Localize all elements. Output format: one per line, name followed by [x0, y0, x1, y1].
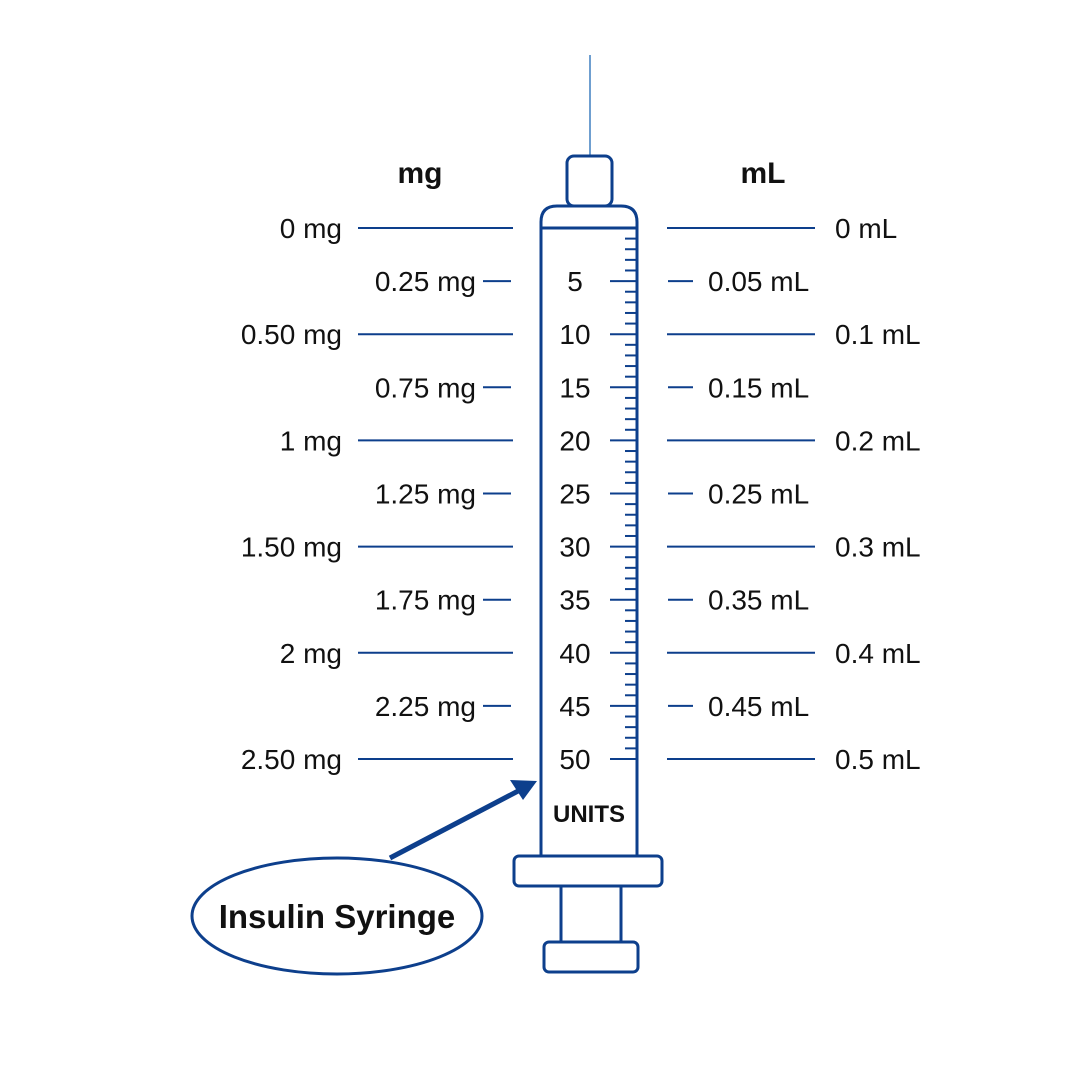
mg-label: 2.25 mg — [375, 691, 476, 722]
scale-row: 1.75 mg 0.35 mL 35 — [375, 585, 809, 616]
ml-label: 0.15 mL — [708, 372, 809, 403]
ml-label: 0.4 mL — [835, 638, 921, 669]
units-number: 25 — [559, 479, 590, 510]
units-number: 10 — [559, 319, 590, 350]
scale-row: 0.25 mg 0.05 mL 5 — [375, 266, 809, 297]
units-number: 30 — [559, 532, 590, 563]
ml-label: 0.5 mL — [835, 744, 921, 775]
barrel-ticks — [610, 237, 637, 760]
scale-row: 2.25 mg 0.45 mL 45 — [375, 691, 809, 722]
needle-hub — [565, 154, 614, 208]
scale-row: 2.50 mg 0.5 mL 50 — [241, 744, 921, 775]
mg-header: mg — [398, 157, 443, 190]
mg-label: 0.25 mg — [375, 266, 476, 297]
units-number: 15 — [559, 372, 590, 403]
units-number: 50 — [559, 744, 590, 775]
syringe-barrel — [539, 204, 639, 856]
callout-ellipse — [190, 856, 484, 976]
scale-row: 1.25 mg 0.25 mL 25 — [375, 479, 809, 510]
units-number: 40 — [559, 638, 590, 669]
plunger-thumb-rest — [542, 940, 640, 974]
callout-label: Insulin Syringe — [219, 898, 456, 935]
mg-label: 2.50 mg — [241, 744, 342, 775]
scale-row: 2 mg 0.4 mL 40 — [280, 638, 921, 669]
callout-arrow-head — [510, 780, 537, 800]
callout-arrow-line — [388, 787, 522, 861]
mg-label: 2 mg — [280, 638, 342, 669]
scale-row: 0.50 mg 0.1 mL 10 — [241, 319, 921, 350]
ml-label: 0.1 mL — [835, 319, 921, 350]
mg-label: 0.50 mg — [241, 319, 342, 350]
ml-label: 0 mL — [835, 213, 897, 244]
ml-label: 0.3 mL — [835, 532, 921, 563]
mg-label: 1.75 mg — [375, 585, 476, 616]
mg-label: 0 mg — [280, 213, 342, 244]
ml-label: 0.05 mL — [708, 266, 809, 297]
mg-label: 1.50 mg — [241, 532, 342, 563]
units-number: 20 — [559, 425, 590, 456]
units-number: 35 — [559, 585, 590, 616]
scale-row: 0 mg 0 mL — [280, 213, 898, 244]
mg-label: 1.25 mg — [375, 479, 476, 510]
syringe — [512, 55, 664, 974]
scale-row: 0.75 mg 0.15 mL 15 — [375, 372, 809, 403]
ml-header: mL — [741, 157, 786, 190]
scale-row: 1 mg 0.2 mL 20 — [280, 425, 921, 456]
units-number: 5 — [567, 266, 583, 297]
mg-label: 0.75 mg — [375, 372, 476, 403]
finger-flange — [512, 854, 664, 888]
scale-row: 1.50 mg 0.3 mL 30 — [241, 532, 921, 563]
ml-label: 0.2 mL — [835, 425, 921, 456]
callout: Insulin Syringe — [190, 780, 537, 976]
ml-label: 0.25 mL — [708, 479, 809, 510]
units-label: UNITS — [553, 801, 625, 828]
units-number: 45 — [559, 691, 590, 722]
ml-label: 0.35 mL — [708, 585, 809, 616]
mg-label: 1 mg — [280, 425, 342, 456]
ml-label: 0.45 mL — [708, 691, 809, 722]
